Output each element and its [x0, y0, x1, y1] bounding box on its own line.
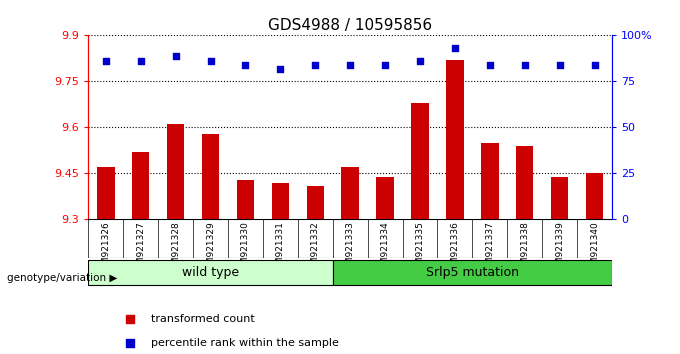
Bar [446, 60, 464, 219]
Bar [411, 103, 428, 219]
Point [520, 62, 530, 68]
Bar [516, 146, 534, 219]
Point [170, 53, 181, 58]
Point [345, 62, 356, 68]
Text: GSM921326: GSM921326 [101, 222, 110, 276]
Text: GSM921333: GSM921333 [345, 222, 355, 276]
FancyBboxPatch shape [333, 260, 612, 285]
Bar [585, 173, 603, 219]
Point [205, 58, 216, 64]
Text: GSM921327: GSM921327 [136, 222, 146, 276]
Text: GSM921330: GSM921330 [241, 222, 250, 276]
Text: GSM921338: GSM921338 [520, 222, 529, 276]
Text: GSM921337: GSM921337 [486, 222, 494, 276]
Point [125, 316, 136, 322]
Point [310, 62, 321, 68]
Text: transformed count: transformed count [151, 314, 255, 325]
Point [101, 58, 112, 64]
Bar [307, 186, 324, 219]
Point [135, 58, 146, 64]
Text: GSM921339: GSM921339 [555, 222, 564, 276]
Text: wild type: wild type [182, 266, 239, 279]
Point [275, 66, 286, 72]
Point [379, 62, 390, 68]
Bar [481, 143, 498, 219]
Point [554, 62, 565, 68]
Point [415, 58, 426, 64]
Text: GSM921340: GSM921340 [590, 222, 599, 276]
FancyBboxPatch shape [88, 260, 333, 285]
Bar [272, 183, 289, 219]
Text: GSM921334: GSM921334 [381, 222, 390, 276]
Bar [202, 133, 219, 219]
Point [125, 341, 136, 346]
Text: GSM921328: GSM921328 [171, 222, 180, 276]
Text: Srlp5 mutation: Srlp5 mutation [426, 266, 519, 279]
Point [449, 45, 460, 51]
Text: GSM921331: GSM921331 [276, 222, 285, 276]
Point [484, 62, 495, 68]
Bar [551, 177, 568, 219]
Bar [341, 167, 359, 219]
Title: GDS4988 / 10595856: GDS4988 / 10595856 [268, 18, 432, 33]
Bar [377, 177, 394, 219]
Text: percentile rank within the sample: percentile rank within the sample [151, 338, 339, 348]
Text: GSM921329: GSM921329 [206, 222, 215, 276]
Text: GSM921336: GSM921336 [450, 222, 460, 276]
Bar [167, 124, 184, 219]
Text: GSM921335: GSM921335 [415, 222, 424, 276]
Point [240, 62, 251, 68]
Bar [97, 167, 114, 219]
Point [589, 62, 600, 68]
Text: genotype/variation ▶: genotype/variation ▶ [7, 273, 117, 283]
Bar [132, 152, 150, 219]
Bar [237, 179, 254, 219]
Text: GSM921332: GSM921332 [311, 222, 320, 276]
